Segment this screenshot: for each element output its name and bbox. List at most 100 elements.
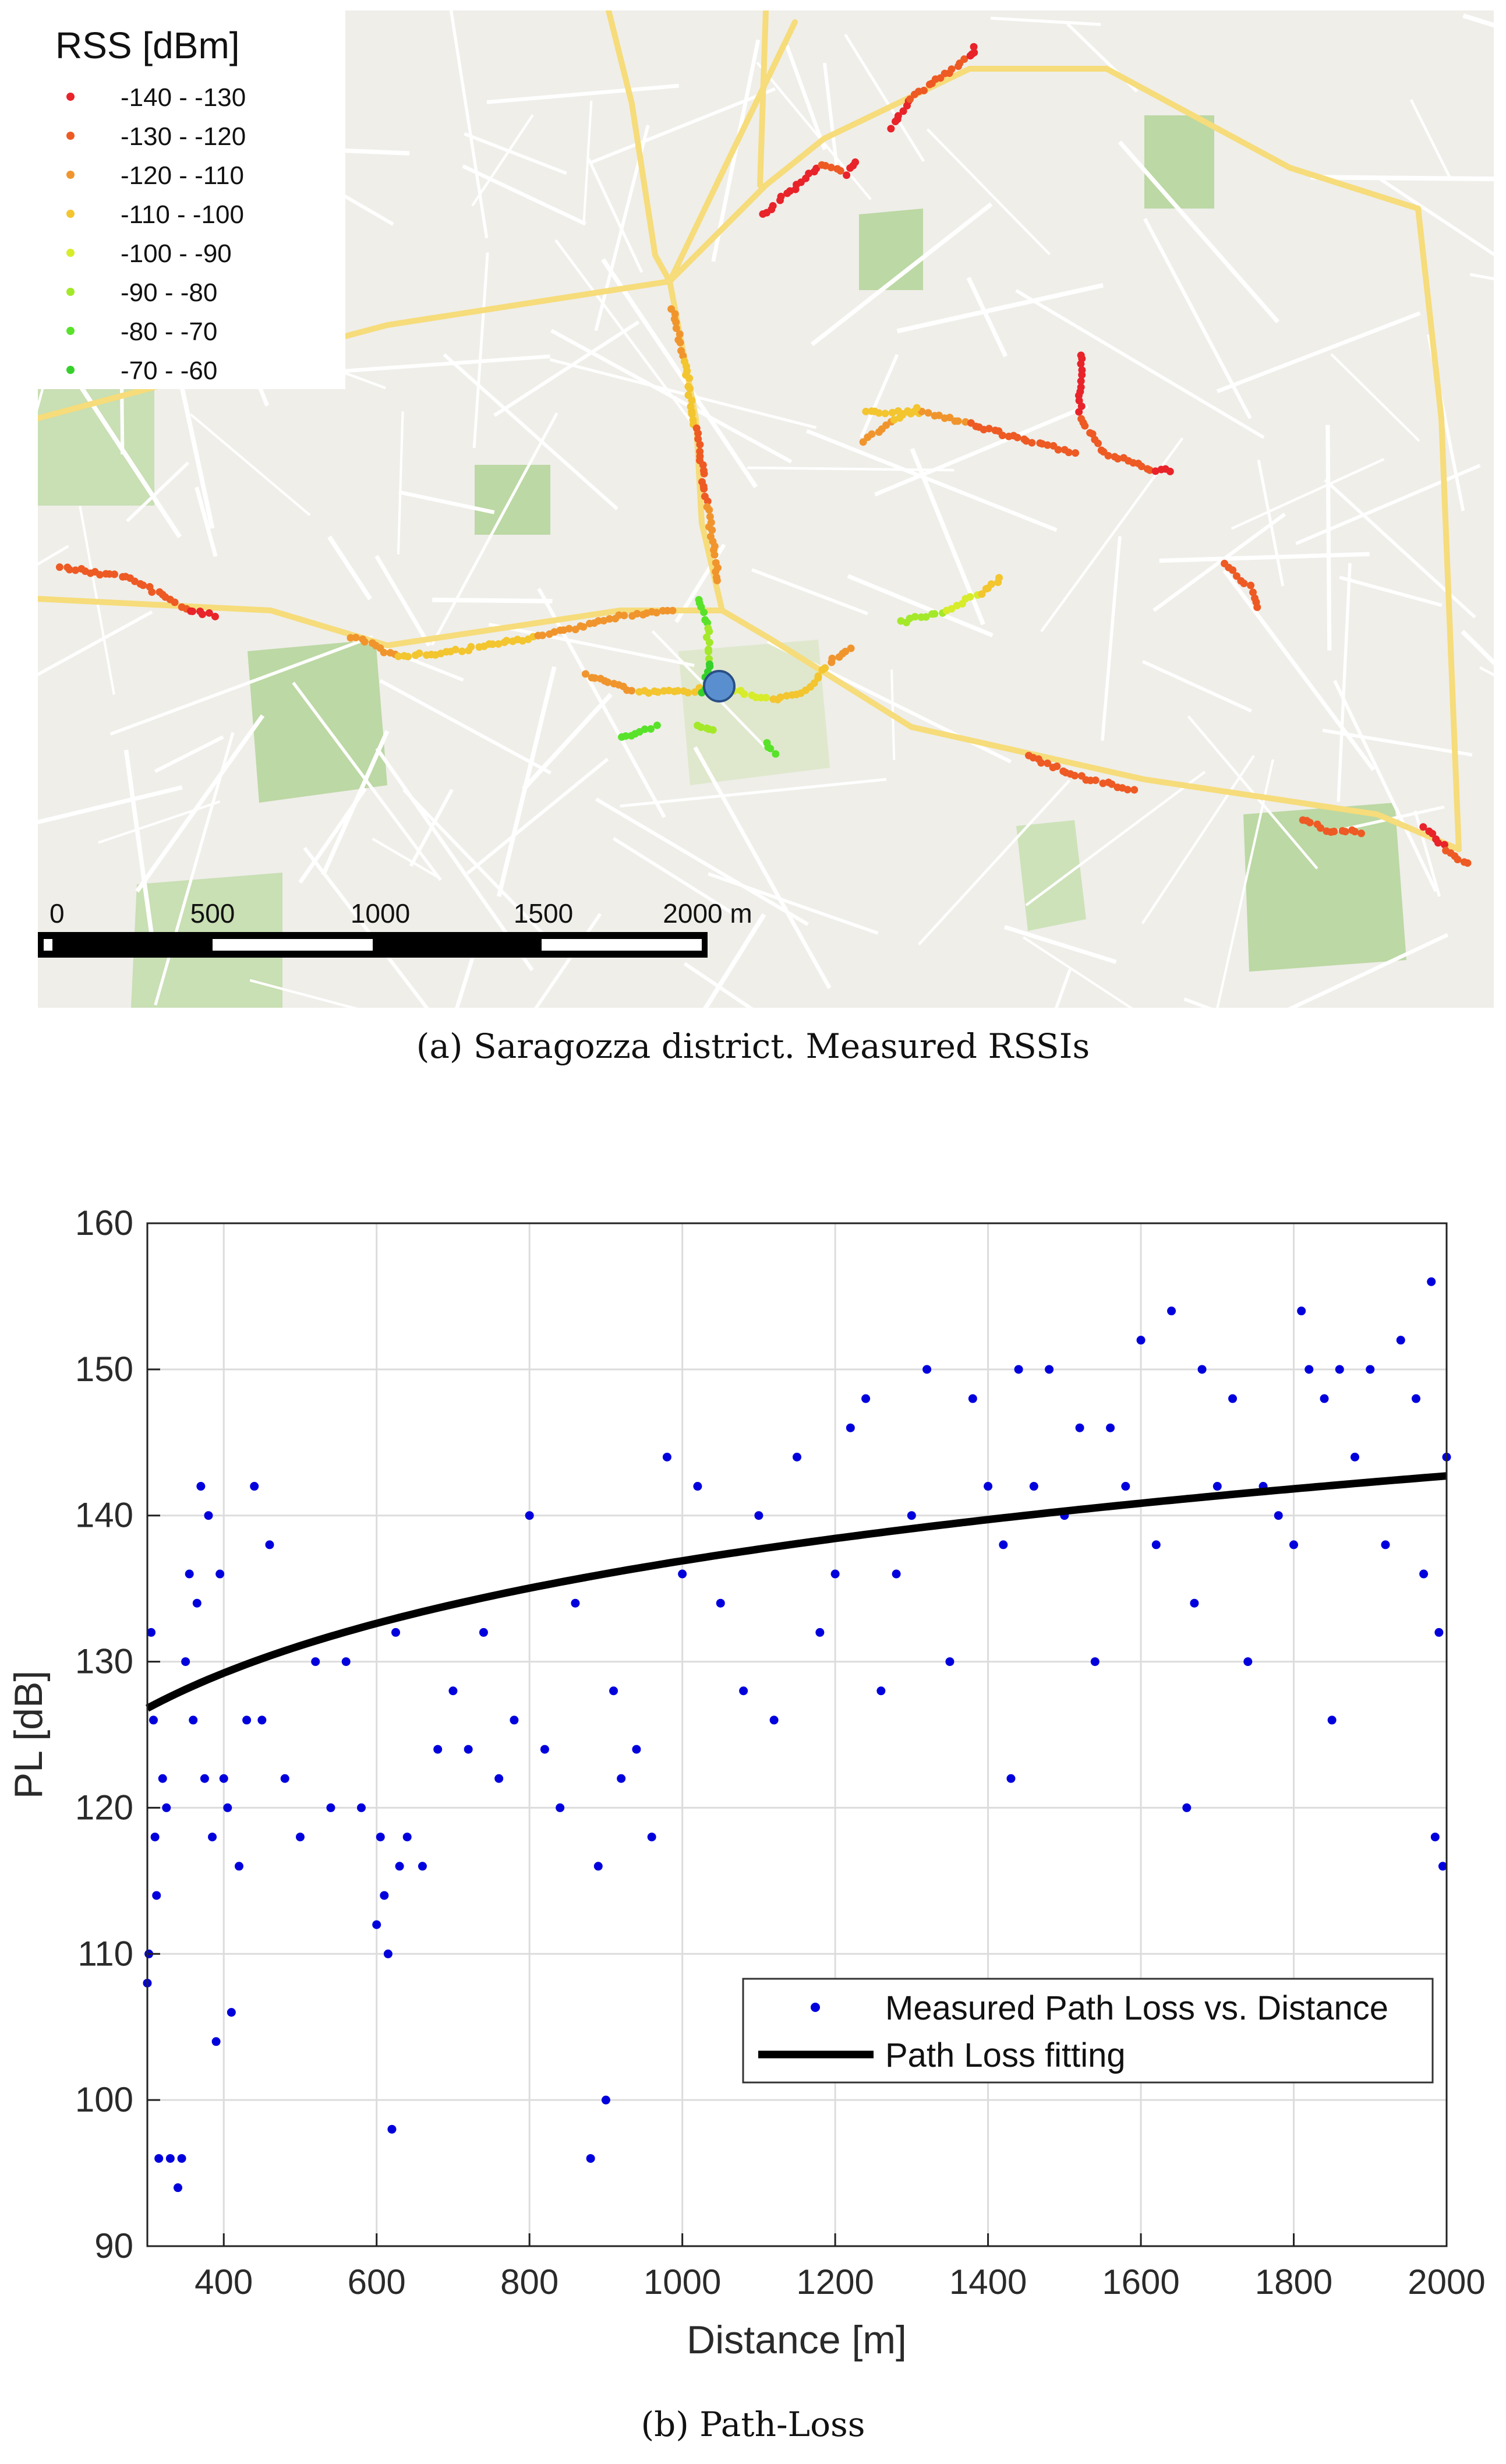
rss-sample [1357,829,1365,838]
rss-sample [1463,859,1472,867]
rss-sample [688,396,696,404]
rss-sample [827,164,835,172]
scatter-point [219,1774,228,1783]
rss-sample [621,732,630,740]
rss-sample [1104,451,1112,460]
scatter-point [945,1657,954,1667]
scatter-point [540,1745,549,1754]
rss-sample [1094,439,1102,447]
scatter-point [372,1920,381,1929]
rss-sample [1065,449,1073,457]
scatter-point [165,2154,175,2163]
scatter-point [1151,1540,1161,1549]
rss-sample [591,674,599,682]
x-axis-title: Distance [m] [687,2318,907,2362]
rss-sample [703,619,711,627]
rss-sample [111,570,119,578]
rss-sample [565,624,573,633]
rss-sample [654,688,662,696]
scatter-point [383,1949,393,1958]
y-axis-ticks: 90 100 110 120 130 140 150 160 [75,1203,160,2265]
y-axis-title: PL [dB] [6,1671,51,1799]
y-tick-label: 140 [75,1496,133,1535]
scatter-point [395,1862,404,1871]
scatter-point [1090,1657,1100,1667]
park-area [859,209,923,290]
caption-a: (a) Saragozza district. Measured RSSIs [416,1026,1090,1066]
rss-sample [72,566,80,574]
scatter-point [177,2154,186,2163]
rss-sample [1099,779,1107,788]
scatter-point [1419,1569,1429,1579]
rss-sample [641,725,649,733]
scatter-point [173,2183,182,2193]
rss-sample [1028,439,1036,447]
scatter-point [1335,1365,1344,1374]
y-tick-label: 110 [77,1934,133,1973]
scatter-point [510,1715,519,1725]
scatter-point [815,1628,825,1637]
map-legend-swatch [66,366,75,374]
rss-sample [1151,467,1159,475]
rss-sample [935,411,943,419]
park-area [1144,115,1214,209]
scatter-point [1182,1803,1192,1812]
rss-sample [708,526,716,534]
base-station-marker [703,670,736,703]
path-loss-chart: 400 600 800 1000 1200 1400 1600 1800 2000 90 100 1… [6,1203,1486,2362]
map-legend-swatch [66,171,75,179]
map-legend-label: -90 - -80 [121,278,217,307]
scale-label: 2000 m [663,898,752,929]
rss-sample [1077,360,1085,368]
map-legend-label: -80 - -70 [121,317,217,346]
rss-sample [1044,441,1052,449]
scatter-point [586,2154,595,2163]
rss-sample [684,689,692,697]
scatter-point [250,1482,259,1491]
scatter-point [1212,1482,1222,1491]
map-legend-label: -110 - -100 [121,200,244,229]
rss-sample [674,687,682,695]
scatter-point [662,1452,671,1462]
rss-sample [458,647,466,655]
rss-sample [700,469,708,478]
scatter-point [1289,1540,1299,1549]
rss-sample [705,638,713,647]
rss-sample [888,408,896,416]
rss-sample [1054,446,1062,454]
scatter-point [793,1452,801,1462]
rss-sample [709,726,717,734]
scatter-point [1243,1657,1253,1667]
x-tick-label: 1800 [1255,2262,1332,2301]
scatter-point [185,1569,194,1579]
rss-sample [906,95,914,103]
rss-sample [1013,433,1021,442]
rss-sample [494,640,503,648]
scatter-point [234,1862,243,1871]
scatter-point [769,1715,779,1725]
rss-sample [1429,829,1437,838]
scatter-point [494,1774,504,1783]
park-area [1243,803,1406,972]
scatter-point [1197,1365,1207,1374]
scatter-point [402,1833,412,1842]
park-area [475,465,550,535]
scatter-point [1434,1628,1444,1637]
rss-sample [954,417,962,425]
scatter-point [754,1511,763,1520]
y-tick-label: 130 [75,1642,133,1681]
legend-label-scatter: Measured Path Loss vs. Distance [885,1989,1388,2027]
x-tick-label: 600 [348,2262,406,2301]
rss-sample [705,647,713,655]
scale-bar-segment [44,939,52,951]
rss-sample [1419,823,1427,831]
scatter-point [617,1774,626,1783]
y-tick-label: 160 [75,1203,133,1242]
rss-sample [920,86,928,94]
rss-sample [694,429,702,437]
scatter-point [158,1774,167,1783]
rss-sample [1253,603,1261,611]
scatter-point [984,1482,993,1491]
rss-sample [1053,762,1061,770]
rss-sample [868,430,876,438]
